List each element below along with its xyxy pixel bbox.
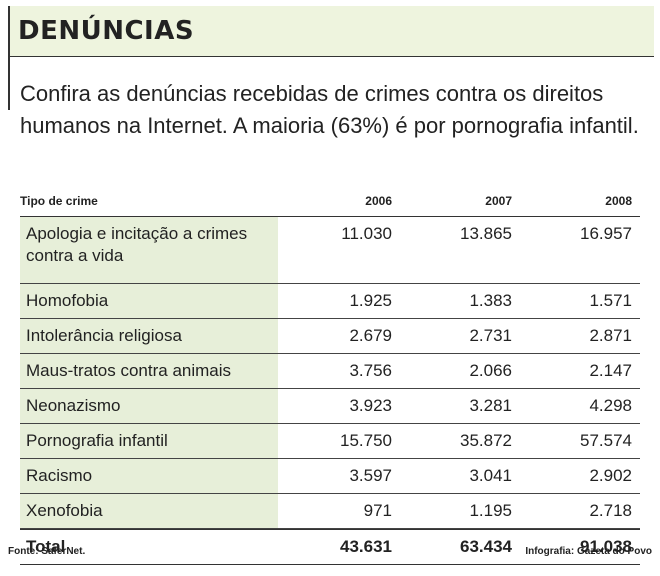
cell: 3.923 [349, 396, 392, 415]
cell: 3.597 [349, 466, 392, 485]
row-label: Total [26, 537, 66, 556]
credit: Infografia: Gazeta do Povo [525, 546, 652, 557]
cell: 2.731 [469, 326, 512, 345]
table-row: Xenofobia 971 1.195 2.718 [20, 494, 640, 529]
table-row: Racismo 3.597 3.041 2.902 [20, 459, 640, 494]
cell: 2.147 [589, 361, 632, 380]
cell: 2.718 [589, 501, 632, 520]
cell: 2006 [365, 194, 392, 208]
row-label: Tipo de crime [20, 194, 98, 208]
title: DENÚNCIAS [18, 16, 195, 46]
cell: 4.298 [589, 396, 632, 415]
row-label: Maus-tratos contra animais [20, 354, 278, 388]
table-row: Pornografia infantil 15.750 35.872 57.574 [20, 424, 640, 459]
row-label: Xenofobia [20, 494, 278, 528]
cell: 57.574 [580, 431, 632, 450]
cell: 3.756 [349, 361, 392, 380]
cell: 43.631 [340, 537, 392, 556]
cell: 971 [363, 501, 392, 520]
row-label: Pornografia infantil [20, 424, 278, 458]
cell: 63.434 [460, 537, 512, 556]
table-row: Neonazismo 3.923 3.281 4.298 [20, 389, 640, 424]
row-label: Neonazismo [20, 389, 278, 423]
title-bar: DENÚNCIAS [8, 6, 654, 57]
cell: 2.902 [589, 466, 632, 485]
cell: 2.066 [469, 361, 512, 380]
row-label: Apologia e incitação a crimes contra a v… [20, 217, 278, 283]
table: Tipo de crime 2006 2007 2008 Apologia e inci… [20, 186, 640, 565]
intro: Confira as denúncias recebidas de crimes… [20, 81, 639, 138]
cell: 16.957 [580, 224, 632, 243]
table-row: Homofobia 1.925 1.383 1.571 [20, 284, 640, 319]
total-row: Total 43.631 63.434 91.038 [20, 529, 640, 565]
cell: 91.038 [580, 537, 632, 556]
cell: 2007 [485, 194, 512, 208]
row-label: Racismo [20, 459, 278, 493]
cell: 35.872 [460, 431, 512, 450]
source: Fonte: SaferNet. [8, 546, 86, 557]
cell: 1.195 [469, 501, 512, 520]
row-label: Homofobia [20, 284, 278, 318]
cell: 2.679 [349, 326, 392, 345]
cell: 3.041 [469, 466, 512, 485]
cell: 1.925 [349, 291, 392, 310]
table-row: Intolerância religiosa 2.679 2.731 2.871 [20, 319, 640, 354]
cell: 1.571 [589, 291, 632, 310]
table-row: Maus-tratos contra animais 3.756 2.066 2.14… [20, 354, 640, 389]
cell: 3.281 [469, 396, 512, 415]
cell: 1.383 [469, 291, 512, 310]
header-row: Tipo de crime 2006 2007 2008 [20, 186, 640, 217]
cell: 2008 [605, 194, 632, 208]
accent-line [8, 6, 10, 110]
cell: 2.871 [589, 326, 632, 345]
cell: 15.750 [340, 431, 392, 450]
cell: 11.030 [341, 224, 392, 243]
row-label: Intolerância religiosa [20, 319, 278, 353]
table-row: Apologia e incitação a crimes contra a v… [20, 217, 640, 284]
cell: 13.865 [460, 224, 512, 243]
